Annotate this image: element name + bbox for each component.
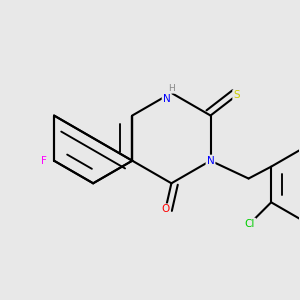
Text: N: N — [207, 156, 214, 166]
Text: Cl: Cl — [244, 219, 255, 229]
Text: N: N — [163, 94, 170, 104]
Text: S: S — [233, 90, 240, 100]
Text: O: O — [161, 204, 169, 214]
Text: H: H — [168, 84, 175, 93]
Text: F: F — [41, 156, 47, 166]
